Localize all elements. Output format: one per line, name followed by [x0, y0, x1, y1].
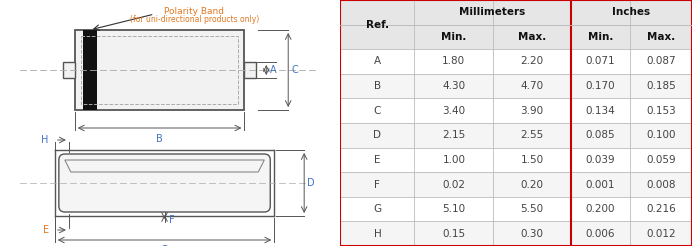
- Text: D: D: [307, 178, 315, 188]
- Text: Min.: Min.: [441, 32, 466, 42]
- Text: 0.006: 0.006: [586, 229, 615, 239]
- Text: Max.: Max.: [518, 32, 546, 42]
- Text: 0.15: 0.15: [442, 229, 466, 239]
- Text: C: C: [374, 106, 381, 116]
- Text: 2.20: 2.20: [520, 57, 544, 66]
- Text: B: B: [156, 134, 163, 144]
- Text: 0.30: 0.30: [520, 229, 543, 239]
- Text: 0.153: 0.153: [646, 106, 676, 116]
- Bar: [340, 0, 692, 49]
- Text: Polarity Band: Polarity Band: [165, 7, 224, 16]
- Polygon shape: [65, 160, 264, 172]
- Bar: [340, 49, 692, 74]
- Text: A: A: [271, 65, 277, 75]
- Text: Min.: Min.: [588, 32, 613, 42]
- Text: B: B: [374, 81, 381, 91]
- Text: Millimeters: Millimeters: [459, 7, 526, 17]
- Text: F: F: [374, 180, 381, 189]
- Bar: [340, 123, 692, 148]
- Text: 0.071: 0.071: [586, 57, 615, 66]
- Text: E: E: [374, 155, 381, 165]
- FancyBboxPatch shape: [59, 154, 271, 212]
- Text: Ref.: Ref.: [366, 20, 389, 30]
- Text: F: F: [169, 215, 174, 225]
- Text: (for uni-directional products only): (for uni-directional products only): [130, 15, 259, 24]
- Bar: [75, 30, 244, 110]
- Bar: [340, 98, 692, 123]
- Text: 2.55: 2.55: [520, 130, 544, 140]
- Text: 0.085: 0.085: [586, 130, 615, 140]
- Text: 0.001: 0.001: [586, 180, 615, 189]
- Text: 0.200: 0.200: [586, 204, 615, 214]
- Text: H: H: [374, 229, 381, 239]
- Text: 1.00: 1.00: [442, 155, 465, 165]
- Text: 3.90: 3.90: [520, 106, 544, 116]
- Text: D: D: [374, 130, 381, 140]
- Text: 1.50: 1.50: [520, 155, 544, 165]
- Text: A: A: [374, 57, 381, 66]
- Text: 4.30: 4.30: [442, 81, 466, 91]
- Text: 0.039: 0.039: [586, 155, 615, 165]
- Text: 0.134: 0.134: [585, 106, 615, 116]
- Text: 5.10: 5.10: [442, 204, 466, 214]
- Text: 3.40: 3.40: [442, 106, 466, 116]
- Text: G: G: [373, 204, 381, 214]
- Bar: [340, 197, 692, 221]
- Bar: [340, 221, 692, 246]
- Text: 5.50: 5.50: [520, 204, 544, 214]
- Bar: [244, 62, 256, 78]
- Text: 1.80: 1.80: [442, 57, 466, 66]
- Text: 2.15: 2.15: [442, 130, 466, 140]
- Bar: [63, 62, 75, 78]
- Text: 0.008: 0.008: [646, 180, 676, 189]
- Bar: [340, 148, 692, 172]
- Text: 0.185: 0.185: [646, 81, 676, 91]
- Text: Inches: Inches: [612, 7, 650, 17]
- Text: E: E: [43, 225, 49, 235]
- Bar: [340, 172, 692, 197]
- Text: 0.059: 0.059: [646, 155, 676, 165]
- Text: C: C: [291, 65, 298, 75]
- Bar: [83, 30, 97, 110]
- Text: 0.02: 0.02: [442, 180, 465, 189]
- Text: 0.216: 0.216: [646, 204, 676, 214]
- Text: 0.170: 0.170: [586, 81, 615, 91]
- Text: 0.012: 0.012: [646, 229, 676, 239]
- Bar: [81, 36, 238, 104]
- Text: 0.100: 0.100: [646, 130, 676, 140]
- Text: 0.20: 0.20: [520, 180, 543, 189]
- Text: H: H: [42, 135, 49, 145]
- Text: 0.087: 0.087: [646, 57, 676, 66]
- Text: 4.70: 4.70: [520, 81, 544, 91]
- Text: G: G: [161, 245, 168, 246]
- Text: Max.: Max.: [647, 32, 675, 42]
- Bar: [340, 74, 692, 98]
